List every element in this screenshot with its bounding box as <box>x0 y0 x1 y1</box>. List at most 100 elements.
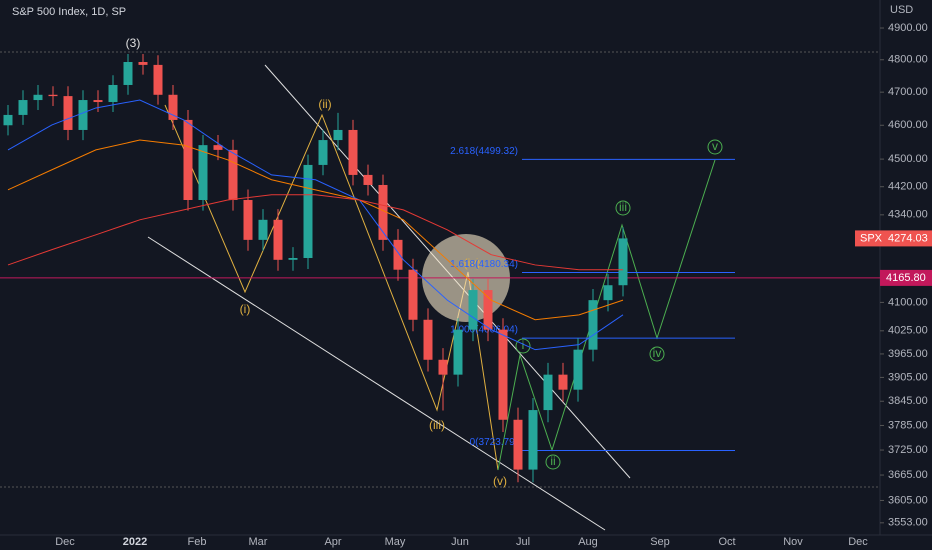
candle-body <box>63 96 73 130</box>
wave-label: (ii) <box>318 97 331 111</box>
price-tag-label: 4165.80 <box>886 272 926 284</box>
y-tick-label: 4900.00 <box>888 22 928 34</box>
price-tag <box>880 269 932 286</box>
candle-body <box>558 374 568 390</box>
candle-body <box>153 64 163 95</box>
candle-body <box>363 174 373 185</box>
fib-label: 1.000(4006.04) <box>450 325 518 336</box>
y-tick-label: 4600.00 <box>888 119 928 131</box>
wave-label: ii <box>550 454 555 468</box>
candle-body <box>213 145 223 150</box>
wave-line <box>497 159 716 471</box>
candle-body <box>603 285 613 301</box>
y-tick-label: 4500.00 <box>888 153 928 165</box>
candle-body <box>498 329 508 420</box>
y-tick-label: 3665.00 <box>888 469 928 481</box>
candle-body <box>303 164 313 258</box>
candle-body <box>543 374 553 411</box>
fib-label: 0(3723.79) <box>470 437 518 448</box>
y-tick-label: 3785.00 <box>888 419 928 431</box>
candle-body <box>243 200 253 240</box>
candle-body <box>423 319 433 360</box>
wave-label: (3) <box>126 36 141 50</box>
candle-body <box>183 119 193 201</box>
wave-circle: v <box>707 139 723 155</box>
wave-label: (iv) <box>464 256 481 270</box>
candle-body <box>78 100 88 130</box>
fib-label: 1.618(4180.34) <box>450 259 518 270</box>
x-tick-label: Oct <box>718 536 735 548</box>
y-tick-label: 3845.00 <box>888 395 928 407</box>
candle-body <box>108 84 118 103</box>
x-tick-label: Dec <box>55 536 75 548</box>
last-price-name: SPX <box>860 232 883 244</box>
last-price-tag <box>855 230 932 247</box>
y-tick-label: 4025.00 <box>888 325 928 337</box>
candle-body <box>33 94 43 101</box>
candle-body <box>618 238 628 286</box>
x-tick-label: Feb <box>188 536 207 548</box>
y-tick-label: 3553.00 <box>888 517 928 529</box>
wave-circle: i <box>515 338 531 354</box>
x-tick-label: 2022 <box>123 536 147 548</box>
x-tick-label: Mar <box>249 536 268 548</box>
x-tick-label: Jul <box>516 536 530 548</box>
candle-body <box>168 94 178 120</box>
wave-label: iii <box>619 200 627 214</box>
y-tick-label: 4100.00 <box>888 296 928 308</box>
candle-body <box>3 114 13 126</box>
trend-line <box>147 236 606 531</box>
fib-label: 2.618(4499.32) <box>450 146 518 157</box>
moving-average <box>7 139 624 321</box>
candle-body <box>483 290 493 330</box>
wave-circle: ii <box>545 454 561 470</box>
currency: USD <box>890 4 913 16</box>
y-tick-label: 4800.00 <box>888 54 928 66</box>
candle-body <box>258 219 268 240</box>
candle-body <box>123 62 133 85</box>
candle-body <box>138 62 148 65</box>
candle-body <box>198 145 208 201</box>
y-tick-label: 4700.00 <box>888 86 928 98</box>
candle-body <box>348 129 358 175</box>
wave-label: (v) <box>493 474 507 488</box>
candle-body <box>378 184 388 240</box>
moving-average <box>7 99 624 351</box>
last-price-label: 4274.03 <box>888 232 928 244</box>
candle-body <box>438 359 448 375</box>
candle-body <box>393 239 403 270</box>
candle-body <box>288 257 298 260</box>
candle-body <box>228 149 238 201</box>
moving-average <box>7 194 623 271</box>
x-tick-label: May <box>385 536 406 548</box>
candle-body <box>18 100 28 115</box>
candle-body <box>408 269 418 320</box>
wave-label: (iii) <box>429 418 445 432</box>
y-tick-label: 4340.00 <box>888 209 928 221</box>
x-tick-label: Dec <box>848 536 868 548</box>
x-tick-label: Sep <box>650 536 670 548</box>
y-tick-label: 3605.00 <box>888 494 928 506</box>
x-tick-label: Jun <box>451 536 469 548</box>
candle-body <box>573 349 583 390</box>
candle-body <box>453 329 463 375</box>
candle-body <box>318 140 328 165</box>
wave-label: (i) <box>240 302 251 316</box>
wave-label: v <box>712 139 718 153</box>
title: S&P 500 Index, 1D, SP <box>12 6 126 18</box>
x-tick-label: Aug <box>578 536 598 548</box>
candle-body <box>513 419 523 470</box>
candle-body <box>528 410 538 470</box>
wave-label: i <box>522 338 525 352</box>
candle-body <box>93 100 103 103</box>
y-tick-label: 3965.00 <box>888 348 928 360</box>
wave-circle: iii <box>615 200 631 216</box>
x-tick-label: Nov <box>783 536 803 548</box>
candle-body <box>48 94 58 97</box>
wave-circle: iv <box>649 346 665 362</box>
candle-body <box>333 129 343 141</box>
y-tick-label: 3725.00 <box>888 444 928 456</box>
candle-body <box>588 300 598 350</box>
x-tick-label: Apr <box>324 536 341 548</box>
